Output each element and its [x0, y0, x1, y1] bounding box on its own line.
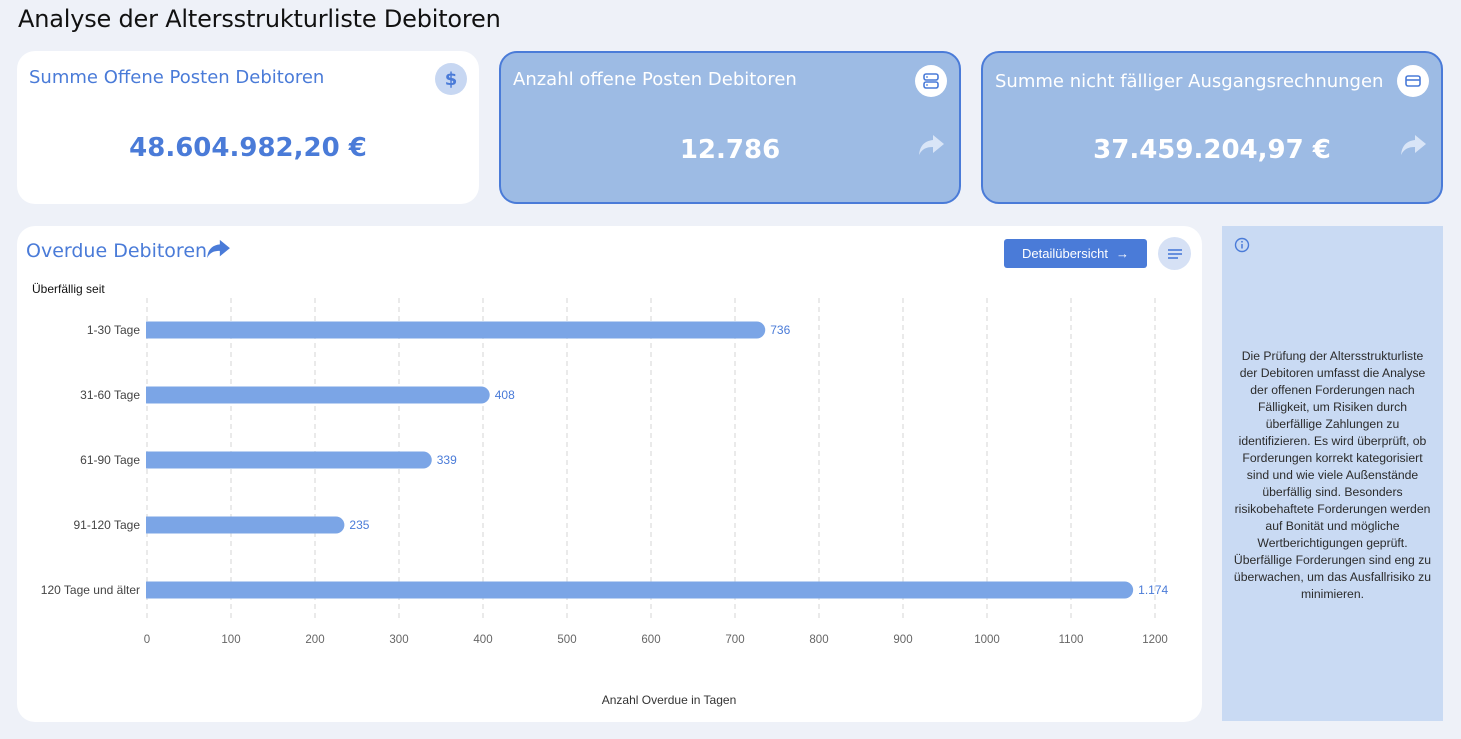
page-title: Analyse der Altersstrukturliste Debitore…: [18, 5, 501, 33]
overdue-chart-card: 0 100 200 300 400 500 600 700 800 900 1000 1100 1200…: [17, 226, 1202, 722]
kpi-card-sum-open[interactable]: Summe Offene Posten Debitoren $ 48.604.9…: [17, 51, 479, 204]
detail-button-label: Detailübersicht: [1022, 246, 1108, 261]
bar-base: [147, 321, 156, 339]
kpi-card-sum-not-due[interactable]: Summe nicht fälliger Ausgangsrechnungen …: [981, 51, 1443, 204]
x-tick-label: 400: [473, 634, 492, 646]
kpi-value: 48.604.982,20 €: [129, 133, 367, 163]
category-label: 1-30 Tage: [87, 323, 140, 337]
x-tick-label: 500: [557, 634, 576, 646]
bar: [138, 321, 766, 339]
info-panel: Die Prüfung der Altersstrukturliste der …: [1222, 226, 1443, 721]
x-tick-label: 0: [144, 634, 150, 646]
kpi-title: Summe nicht fälliger Ausgangsrechnungen: [995, 71, 1384, 92]
share-arrow-icon[interactable]: [917, 133, 945, 157]
dollar-icon: $: [435, 63, 467, 95]
bar-base: [147, 516, 156, 534]
value-label: 408: [495, 388, 515, 402]
x-tick-label: 200: [305, 634, 324, 646]
x-tick-label: 900: [893, 634, 912, 646]
kpi-card-count-open[interactable]: Anzahl offene Posten Debitoren 12.786: [499, 51, 961, 204]
bar: [138, 386, 490, 404]
kpi-title: Anzahl offene Posten Debitoren: [513, 69, 797, 90]
x-tick-label: 1200: [1142, 634, 1168, 646]
x-tick-label: 700: [725, 634, 744, 646]
bar: [138, 581, 1134, 599]
chart-title: Overdue Debitoren: [26, 240, 208, 262]
menu-lines-icon: [1167, 248, 1182, 259]
category-label: 31-60 Tage: [80, 388, 140, 402]
share-arrow-icon[interactable]: [205, 238, 231, 260]
x-tick-label: 1100: [1059, 634, 1084, 646]
kpi-value: 12.786: [679, 135, 781, 165]
overdue-bar-chart: 0 100 200 300 400 500 600 700 800 900 1000 1100 1200…: [32, 282, 1169, 707]
x-tick-label: 800: [809, 634, 828, 646]
x-tick-label: 300: [389, 634, 408, 646]
menu-button[interactable]: [1158, 237, 1191, 270]
y-axis-title: Überfällig seit: [32, 282, 105, 296]
bar: [138, 451, 432, 469]
x-tick-label: 1000: [974, 634, 1000, 646]
x-tick-label: 600: [641, 634, 660, 646]
category-label: 61-90 Tage: [80, 453, 140, 467]
value-label: 736: [770, 323, 790, 337]
server-icon: [915, 65, 947, 97]
axis-mask: [130, 298, 146, 622]
category-label: 120 Tage und älter: [41, 583, 140, 597]
bar-base: [147, 451, 156, 469]
share-arrow-icon[interactable]: [1399, 133, 1427, 157]
kpi-value: 37.459.204,97 €: [1093, 135, 1331, 165]
x-tick-label: 100: [221, 634, 240, 646]
info-text: Die Prüfung der Altersstrukturliste der …: [1233, 349, 1432, 601]
x-axis-title: Anzahl Overdue in Tagen: [602, 693, 737, 707]
bar-base: [147, 581, 156, 599]
value-label: 1.174: [1138, 583, 1168, 597]
bar-base: [147, 386, 156, 404]
info-icon[interactable]: [1234, 237, 1250, 253]
category-label: 91-120 Tage: [73, 518, 140, 532]
detail-overview-button[interactable]: Detailübersicht →: [1004, 239, 1147, 268]
kpi-title: Summe Offene Posten Debitoren: [29, 67, 325, 88]
value-label: 339: [437, 453, 457, 467]
arrow-right-icon: →: [1116, 246, 1129, 261]
bar: [138, 516, 345, 534]
value-label: 235: [349, 518, 369, 532]
credit-card-icon: [1397, 65, 1429, 97]
